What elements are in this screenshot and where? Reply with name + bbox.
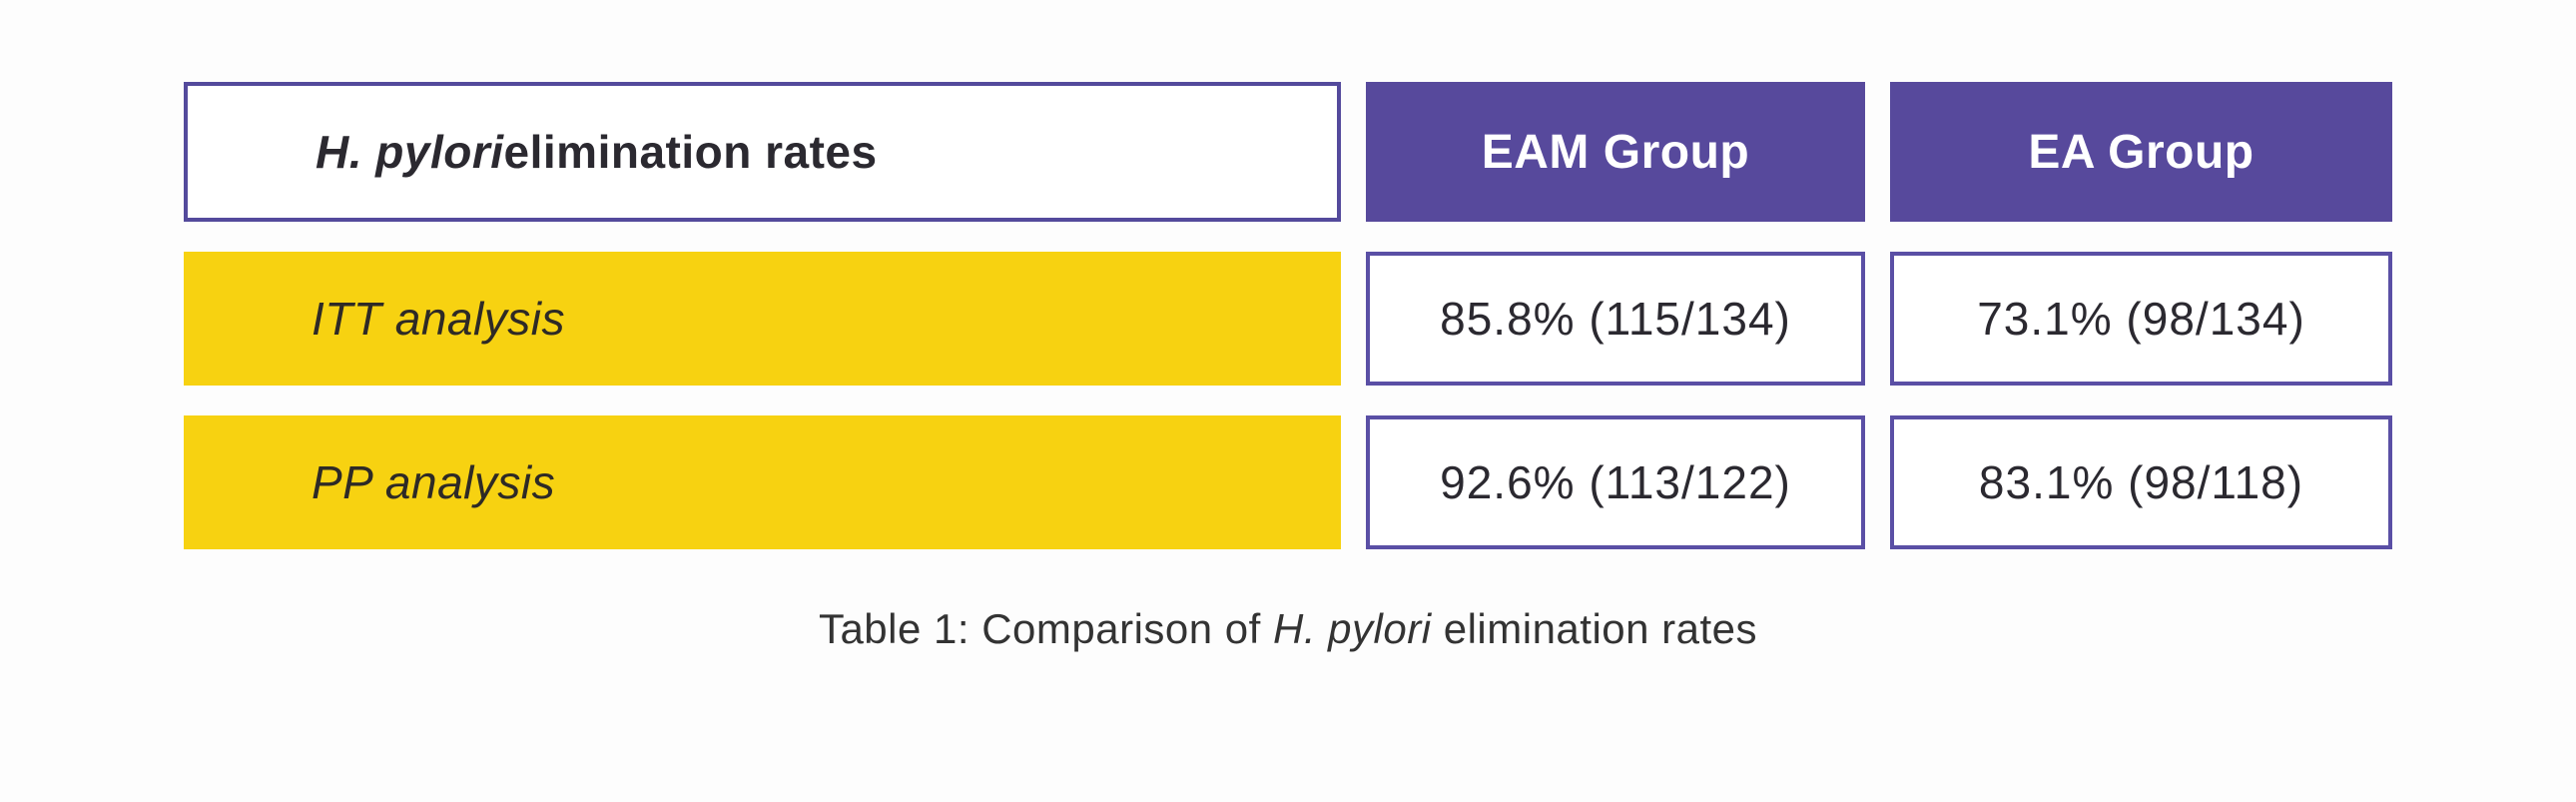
header-label-species: H. pylori [316, 126, 504, 178]
value-itt-eam: 85.8% (115/134) [1440, 293, 1791, 345]
header-label-rest: elimination rates [503, 126, 878, 178]
row-label-pp-text: PP analysis [312, 456, 556, 508]
caption-prefix: Table 1: Comparison of [818, 605, 1274, 652]
caption-suffix: elimination rates [1431, 605, 1758, 652]
value-cell-pp-ea: 83.1% (98/118) [1890, 415, 2392, 549]
caption-species: H. pylori [1273, 605, 1432, 652]
value-itt-ea: 73.1% (98/134) [1977, 293, 2305, 345]
header-label-cell: H. pylori elimination rates [184, 82, 1341, 222]
comparison-table: H. pylori elimination rates EAM Group EA… [184, 82, 2392, 549]
value-cell-pp-eam: 92.6% (113/122) [1366, 415, 1865, 549]
table-caption: Table 1: Comparison of H. pylori elimina… [0, 605, 2576, 653]
column-header-ea-label: EA Group [2028, 125, 2254, 179]
value-cell-itt-eam: 85.8% (115/134) [1366, 252, 1865, 386]
row-label-pp: PP analysis [184, 415, 1341, 549]
row-label-itt: ITT analysis [184, 252, 1341, 386]
value-pp-eam: 92.6% (113/122) [1440, 456, 1791, 508]
row-label-itt-text: ITT analysis [312, 293, 565, 345]
value-cell-itt-ea: 73.1% (98/134) [1890, 252, 2392, 386]
column-header-eam-group: EAM Group [1366, 82, 1865, 222]
column-header-ea-group: EA Group [1890, 82, 2392, 222]
value-pp-ea: 83.1% (98/118) [1978, 456, 2304, 508]
column-header-eam-label: EAM Group [1481, 125, 1750, 179]
